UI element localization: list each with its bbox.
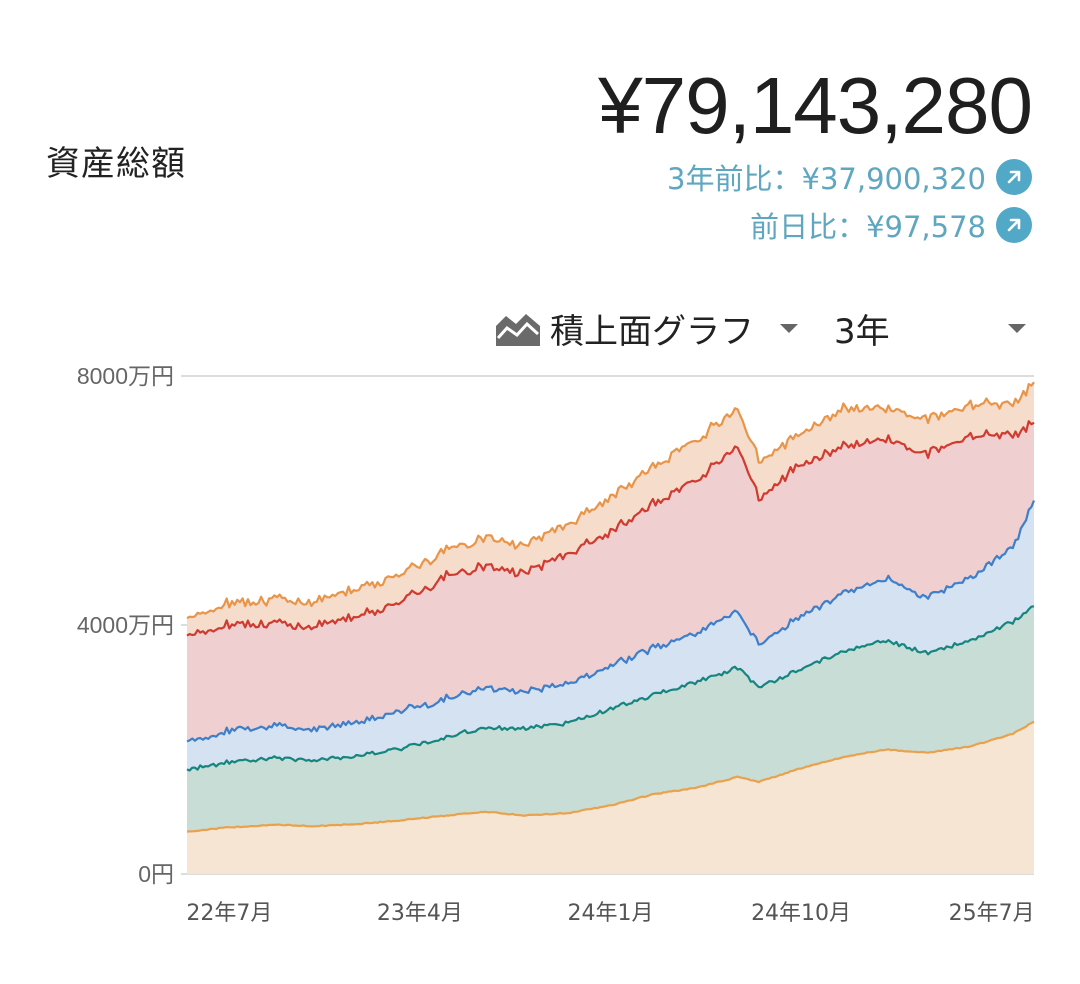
change-3y-text: 3年前比：¥37,900,320: [667, 162, 986, 196]
series-4-line: [186, 420, 1035, 637]
series-2-area: [187, 606, 1034, 832]
stacked-area-chart: 0円 4000万円 8000万円 22年7月 23年4月 24年1月 24年10月 25年7月: [77, 363, 1036, 926]
x-tick-label: 22年7月: [186, 901, 272, 926]
y-tick-label: 8000万円: [77, 363, 174, 389]
series-1-line: [186, 720, 1035, 833]
series-3-area: [187, 500, 1034, 771]
y-tick-label: 0円: [138, 861, 174, 887]
chart-controls: 積上面グラフ 3年: [494, 305, 1032, 352]
x-tick-label: 23年4月: [377, 901, 463, 926]
series-2-line: [186, 605, 1035, 772]
asset-total-label: 資産総額: [46, 144, 186, 184]
x-tick-label: 24年1月: [568, 901, 654, 926]
series-1-area: [187, 721, 1034, 874]
series-3-line: [186, 500, 1036, 743]
y-tick-label: 4000万円: [77, 612, 174, 638]
chart-type-select[interactable]: 積上面グラフ: [550, 311, 754, 352]
arrow-up-right-icon: [996, 207, 1032, 243]
x-tick-label: 24年10月: [751, 901, 851, 926]
asset-total-value: ¥79,143,280: [598, 61, 1033, 150]
change-3y-row[interactable]: 3年前比：¥37,900,320: [667, 156, 1032, 198]
chevron-down-icon[interactable]: [780, 323, 798, 333]
series-4-area: [187, 421, 1034, 742]
x-tick-label: 25年7月: [949, 901, 1035, 926]
period-select[interactable]: 3年: [834, 311, 890, 352]
series-5-area: [187, 382, 1034, 636]
arrow-up-right-icon: [996, 159, 1032, 195]
change-1d-text: 前日比：¥97,578: [750, 210, 986, 244]
change-1d-row[interactable]: 前日比：¥97,578: [750, 204, 1032, 246]
series-5-line: [186, 381, 1035, 620]
chevron-down-icon[interactable]: [1008, 323, 1026, 333]
stacked-area-chart-icon: [496, 314, 540, 346]
